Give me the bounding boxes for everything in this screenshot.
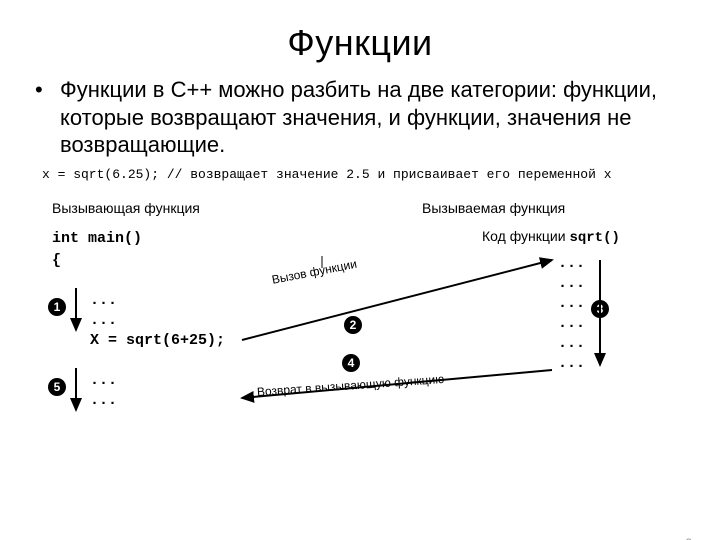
bullet-text: Функции в C++ можно разбить на две катег… [0,76,720,159]
diagram-arrows [42,200,662,450]
code-example-line: x = sqrt(6.25); // возвращает значение 2… [42,167,720,182]
slide-title: Функции [0,22,720,64]
call-diagram: Вызывающая функция Вызываемая функция Ко… [42,200,662,450]
page-number: 2 [685,536,692,540]
